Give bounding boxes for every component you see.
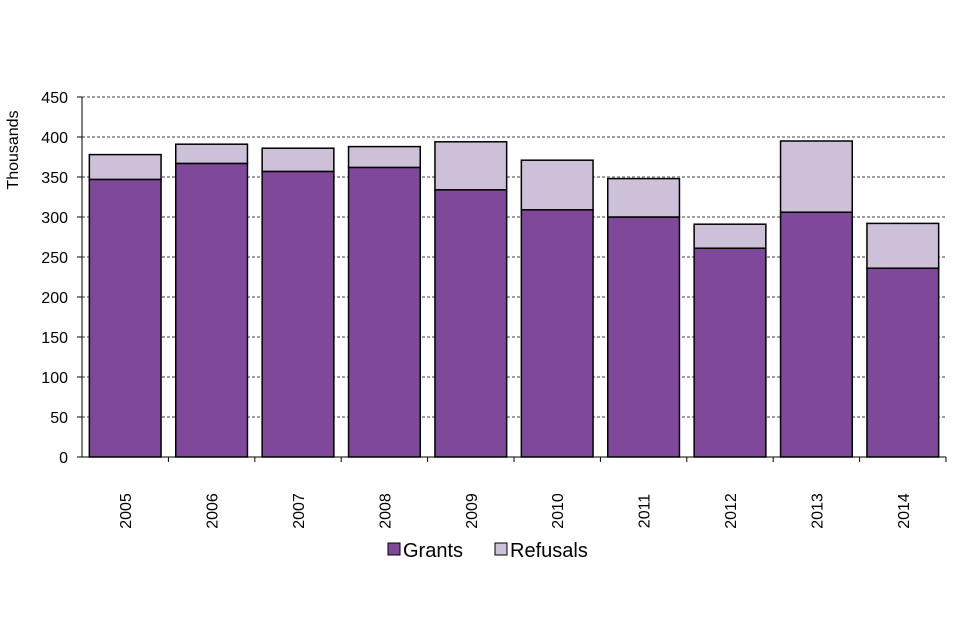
x-tick-label: 2009 (464, 493, 481, 529)
bar-grants-2011 (606, 216, 681, 458)
x-tick-label: 2011 (637, 494, 654, 529)
y-tick-label: 450 (41, 90, 68, 107)
y-axis-title: Thousands (5, 110, 22, 189)
bar-refusals-2008 (347, 145, 422, 169)
bar-refusals-2013 (779, 140, 854, 213)
bars (88, 140, 940, 458)
y-tick-label: 200 (41, 290, 68, 307)
bar-refusals-2005 (88, 153, 162, 181)
y-tick-label: 150 (41, 330, 68, 347)
bar-refusals-2010 (520, 159, 594, 211)
legend-swatch-grants (387, 542, 401, 556)
y-tick-label: 250 (41, 250, 68, 267)
bar-refusals-2009 (434, 141, 508, 191)
x-tick-label: 2007 (291, 493, 308, 529)
bar-grants-2006 (174, 162, 249, 458)
x-tick-label: 2013 (809, 493, 826, 529)
bar-refusals-2012 (693, 223, 767, 249)
legend: Grants Refusals (387, 540, 588, 562)
bar-refusals-2006 (174, 143, 249, 165)
bar-grants-2010 (520, 209, 594, 458)
x-tick-label: 2005 (118, 493, 135, 529)
bar-grants-2014 (866, 267, 940, 458)
bar-refusals-2011 (606, 177, 681, 218)
bar-refusals-2014 (866, 222, 940, 269)
x-tick-label: 2006 (205, 493, 222, 529)
bar-grants-2008 (347, 166, 422, 458)
bar-grants-2009 (434, 189, 508, 458)
bar-grants-2005 (88, 178, 162, 458)
legend-label-grants: Grants (403, 540, 463, 562)
axes (77, 96, 947, 462)
bar-grants-2013 (779, 211, 854, 458)
y-tick-label: 350 (41, 170, 68, 187)
legend-label-refusals: Refusals (510, 540, 588, 562)
bar-grants-2012 (693, 247, 767, 458)
x-tick-label: 2014 (896, 493, 913, 529)
x-tick-label: 2010 (550, 493, 567, 529)
y-tick-label: 300 (41, 210, 68, 227)
bar-grants-2007 (261, 170, 335, 458)
x-tick-label: 2008 (377, 493, 394, 529)
legend-swatch-refusals (494, 542, 508, 556)
y-tick-label: 50 (50, 410, 68, 427)
bar-refusals-2007 (261, 147, 335, 173)
x-tick-label: 2012 (723, 493, 740, 529)
y-tick-label: 0 (59, 450, 68, 467)
y-tick-label: 400 (41, 130, 68, 147)
y-tick-labels: 0 50 100 150 200 250 300 350 400 450 (41, 90, 68, 467)
x-tick-labels: 2005 2006 2007 2008 2009 2010 2011 2012 2013 2014 (118, 493, 913, 529)
y-tick-label: 100 (41, 370, 68, 387)
